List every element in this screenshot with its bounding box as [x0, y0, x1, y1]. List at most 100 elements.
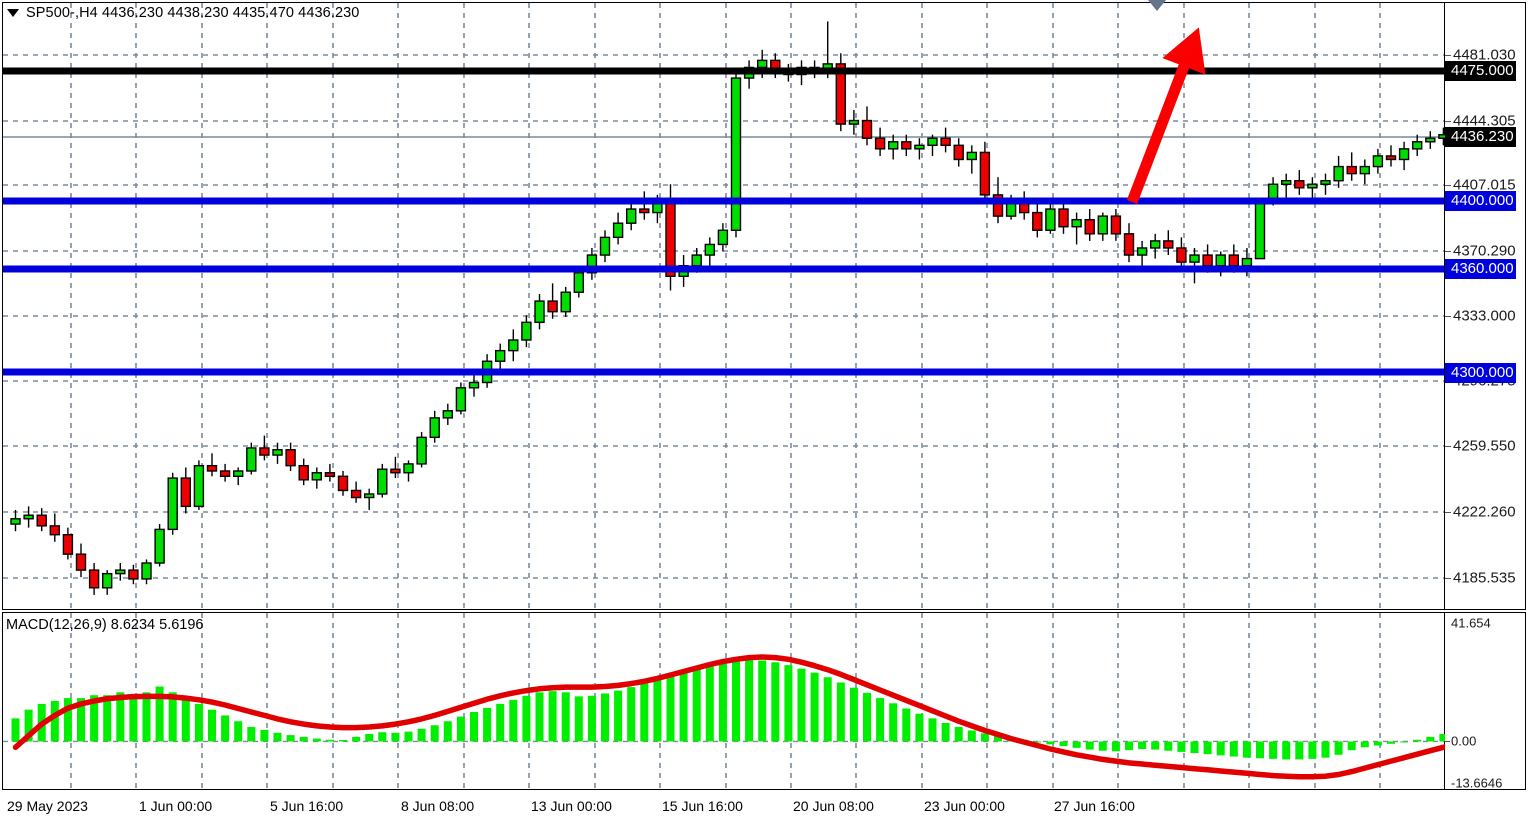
candle-body — [992, 194, 1004, 217]
candle-body — [1045, 208, 1056, 231]
macd-histogram-bar — [1439, 733, 1448, 742]
candlestick-series — [10, 21, 1488, 595]
time-axis-label: 29 May 2023 — [7, 798, 88, 814]
candle-body — [573, 272, 584, 293]
macd-histogram-bar — [1229, 741, 1238, 757]
macd-histogram-bar — [247, 727, 256, 742]
macd-histogram-bar — [430, 725, 439, 742]
macd-indicator-pane[interactable] — [2, 612, 1526, 790]
macd-histogram-bar — [11, 718, 20, 742]
macd-histogram-bar — [456, 716, 465, 742]
candle-body — [390, 468, 401, 474]
macd-histogram-bar — [876, 698, 885, 742]
macd-histogram-bar — [221, 715, 230, 742]
price-chart-pane[interactable] — [2, 2, 1488, 610]
macd-histogram-bar — [614, 690, 623, 742]
candle-body — [23, 514, 34, 520]
candle-body — [167, 477, 178, 531]
candle-body — [1346, 165, 1357, 175]
price-axis-label: 4444.305 — [1453, 112, 1516, 130]
macd-histogram-bar — [1190, 741, 1199, 754]
macd-histogram-bar — [299, 736, 308, 742]
candle-body — [901, 141, 912, 150]
macd-histogram-bar — [915, 713, 924, 742]
macd-histogram — [11, 659, 1526, 760]
macd-histogram-bar — [1111, 741, 1120, 752]
candle-body — [324, 472, 336, 477]
macd-histogram-bar — [1321, 741, 1330, 758]
candle-body — [612, 222, 624, 239]
trend-arrow-annotation[interactable] — [1126, 27, 1206, 204]
candle-body — [966, 151, 977, 161]
macd-histogram-bar — [142, 692, 151, 742]
macd-histogram-bar — [129, 695, 138, 742]
macd-histogram-bar — [535, 692, 544, 742]
candle-body — [665, 201, 676, 277]
macd-histogram-bar — [116, 692, 125, 742]
time-axis[interactable]: 29 May 2023 1 Jun 00:00 5 Jun 16:00 8 Jun 0… — [2, 790, 1445, 823]
macd-histogram-bar — [404, 731, 413, 742]
macd-histogram-bar — [771, 662, 780, 742]
macd-histogram-bar — [391, 732, 400, 742]
candle-body — [757, 59, 768, 69]
price-level-tag[interactable]: 4300.000 — [1445, 363, 1516, 383]
macd-axis[interactable]: 41.654 0.00 -13.6646 — [1445, 612, 1526, 791]
macd-histogram-bar — [863, 692, 871, 742]
candle-body — [861, 119, 873, 139]
macd-histogram-bar — [745, 659, 754, 742]
price-axis-tick — [1445, 578, 1451, 579]
macd-histogram-bar — [1138, 741, 1147, 749]
macd-histogram-bar — [994, 735, 1002, 742]
candle-body — [232, 470, 244, 477]
candle-body — [429, 417, 440, 439]
candle-body — [206, 464, 218, 472]
candle-body — [835, 63, 846, 125]
macd-histogram-bar — [705, 664, 714, 742]
candle-body — [88, 569, 100, 589]
candle-body — [219, 470, 231, 477]
candle-body — [1411, 141, 1423, 150]
macd-histogram-bar — [797, 668, 806, 742]
macd-histogram-bar — [1373, 741, 1382, 746]
macd-histogram-bar — [352, 736, 361, 742]
macd-histogram-bar — [1400, 741, 1409, 743]
macd-histogram-bar — [260, 729, 269, 742]
candle-body — [874, 137, 886, 150]
candle-body — [10, 518, 21, 525]
price-level-tag[interactable]: 4400.000 — [1445, 191, 1516, 211]
macd-histogram-bar — [1387, 741, 1395, 744]
macd-histogram-bar — [561, 692, 570, 742]
price-axis[interactable]: 4481.030 4444.305 4407.015 4370.290 4333.000… — [1445, 2, 1526, 610]
macd-histogram-bar — [103, 695, 112, 742]
macd-histogram-bar — [627, 687, 636, 742]
candle-body — [1123, 233, 1135, 256]
candle-body — [534, 300, 545, 324]
candle-body — [1202, 254, 1213, 267]
price-axis-tick — [1445, 512, 1451, 513]
candle-body — [927, 137, 938, 147]
macd-histogram-bar — [587, 695, 596, 742]
candle-body — [717, 229, 729, 246]
macd-axis-label: 0.00 — [1451, 733, 1477, 749]
macd-histogram-bar — [980, 733, 989, 742]
macd-axis-label: -13.6646 — [1451, 775, 1503, 791]
candle-body — [101, 572, 113, 589]
price-axis-label: 4407.015 — [1453, 176, 1516, 194]
price-level-tag[interactable]: 4436.230 — [1445, 127, 1516, 147]
macd-histogram-bar — [836, 682, 845, 742]
candle-body — [141, 562, 152, 580]
macd-histogram-bar — [718, 662, 727, 742]
macd-histogram-bar — [470, 711, 478, 742]
price-axis-tick — [1445, 185, 1451, 186]
candle-body — [403, 463, 414, 474]
price-level-tag[interactable]: 4475.000 — [1445, 61, 1516, 81]
candle-body — [1149, 240, 1161, 249]
candle-body — [1176, 247, 1187, 263]
macd-histogram-bar — [509, 699, 518, 742]
time-axis-label: 1 Jun 00:00 — [139, 798, 213, 814]
price-level-tag[interactable]: 4360.000 — [1445, 259, 1516, 279]
macd-histogram-bar — [1033, 741, 1042, 743]
triangle-down-icon[interactable] — [7, 9, 19, 17]
candle-body — [180, 477, 192, 508]
